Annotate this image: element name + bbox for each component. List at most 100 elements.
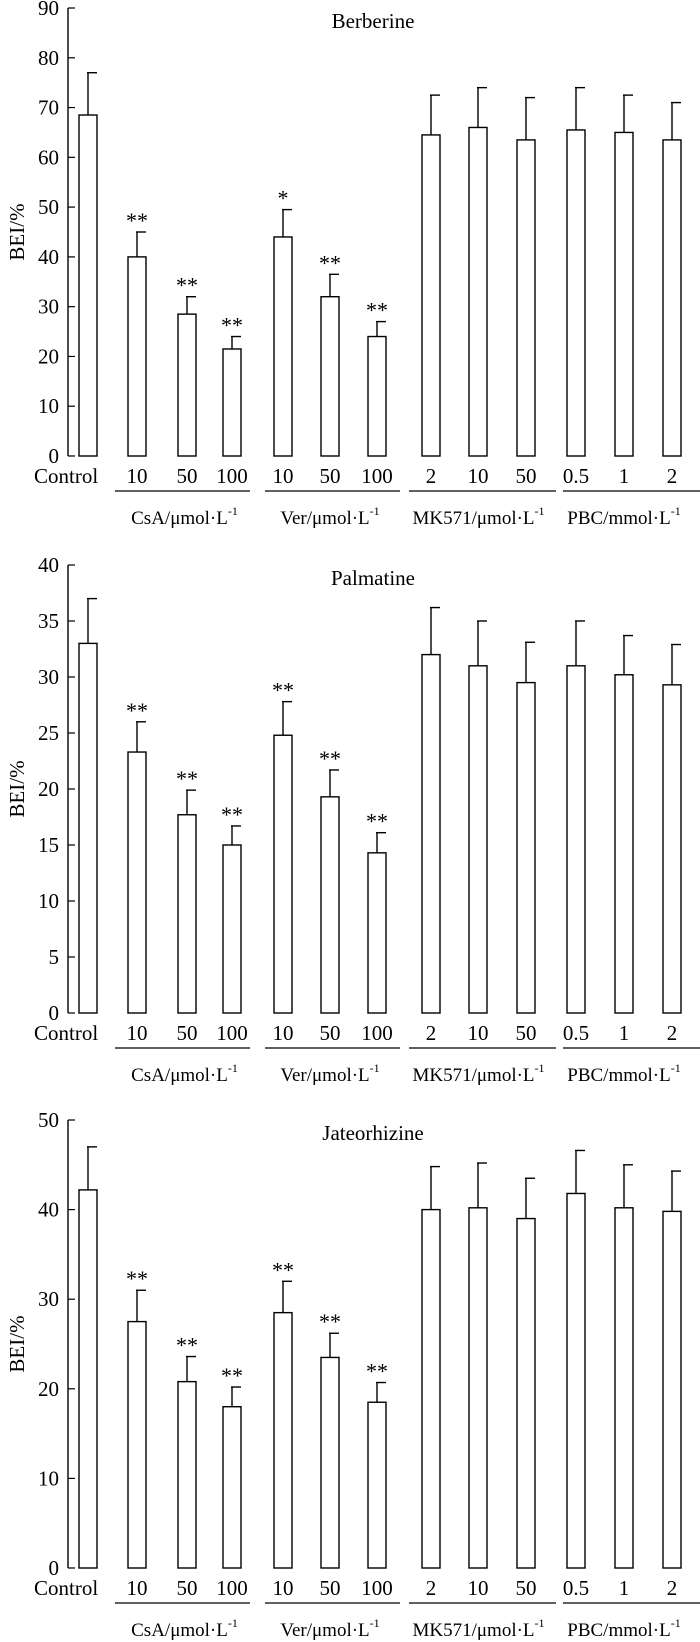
x-tick-label: 2 (667, 1021, 678, 1045)
x-tick-label: 0.5 (563, 1576, 589, 1600)
bar (468, 126, 488, 457)
group-label: Ver/μmol·L-1 (280, 1616, 379, 1641)
group-label-text: Ver/μmol·L (280, 1620, 369, 1641)
group-label: MK571/μmol·L-1 (412, 1061, 544, 1086)
y-tick-label: 0 (49, 444, 60, 468)
bar (273, 236, 293, 457)
bar (273, 734, 293, 1014)
chart-panel-2: 0 5 10 15 20 25 30 35 40 BEI/% Palmatine Control ** 1… (5, 553, 700, 1086)
group-label: PBC/mmol·L-1 (567, 1061, 680, 1086)
group-label-superscript: -1 (671, 1616, 681, 1630)
x-tick-label: 100 (216, 464, 248, 488)
group-label-text: PBC/mmol·L (567, 508, 670, 529)
x-tick-label: 0.5 (563, 464, 589, 488)
y-axis-label: BEI/% (5, 760, 29, 817)
y-tick-label: 90 (38, 0, 59, 20)
chart-title: Palmatine (331, 566, 415, 590)
y-tick-label: 0 (49, 1001, 60, 1025)
bar (367, 852, 387, 1014)
significance-mark: ** (319, 1309, 341, 1334)
y-tick-label: 10 (38, 394, 59, 418)
group-label: PBC/mmol·L-1 (567, 504, 680, 529)
x-tick-label: 10 (127, 464, 148, 488)
significance-mark: ** (126, 208, 148, 233)
group-label: CsA/μmol·L-1 (131, 1616, 238, 1641)
group-label: Ver/μmol·L-1 (280, 504, 379, 529)
y-tick-label: 20 (38, 344, 59, 368)
group-label: MK571/μmol·L-1 (412, 1616, 544, 1641)
group-label: CsA/μmol·L-1 (131, 1061, 238, 1086)
chart-title: Berberine (332, 9, 415, 33)
bar (222, 348, 242, 457)
x-tick-label: 50 (516, 1021, 537, 1045)
x-tick-label: 10 (127, 1576, 148, 1600)
significance-mark: ** (176, 766, 198, 791)
x-tick-label: 50 (320, 1576, 341, 1600)
bar (127, 751, 147, 1014)
bar (421, 653, 441, 1014)
group-label-text: Ver/μmol·L (280, 1065, 369, 1086)
y-tick-label: 10 (38, 889, 59, 913)
bar (566, 1192, 586, 1569)
bar (421, 134, 441, 457)
significance-mark: ** (126, 1266, 148, 1291)
group-label: PBC/mmol·L-1 (567, 1616, 680, 1641)
y-tick-label: 20 (38, 777, 59, 801)
x-tick-label: 50 (320, 1021, 341, 1045)
x-tick-label: 2 (667, 464, 678, 488)
x-tick-label: 10 (468, 464, 489, 488)
x-tick-label: 10 (273, 1021, 294, 1045)
x-tick-label: 2 (426, 1021, 437, 1045)
significance-mark: * (278, 186, 289, 211)
bar (662, 684, 682, 1014)
bar (614, 674, 634, 1014)
bar (177, 1380, 197, 1569)
x-tick-label: 2 (426, 464, 437, 488)
x-tick-label: 100 (216, 1576, 248, 1600)
bar (516, 681, 536, 1014)
x-tick-label: 100 (361, 1576, 393, 1600)
chart-panel-1: 0 10 20 30 40 50 60 70 80 90 BEI/% Berberine Control… (5, 0, 700, 529)
group-label-text: CsA/μmol·L (131, 1620, 228, 1641)
x-tick-label: 100 (361, 464, 393, 488)
y-tick-label: 50 (38, 1108, 59, 1132)
x-tick-label: 1 (619, 1021, 630, 1045)
group-label: Ver/μmol·L-1 (280, 1061, 379, 1086)
group-label-superscript: -1 (671, 504, 681, 518)
bar (78, 642, 98, 1014)
bar (566, 129, 586, 457)
group-label: MK571/μmol·L-1 (412, 504, 544, 529)
group-label-superscript: -1 (671, 1061, 681, 1075)
y-tick-label: 35 (38, 609, 59, 633)
significance-mark: ** (272, 1257, 294, 1282)
significance-mark: ** (319, 746, 341, 771)
x-tick-label: Control (34, 1576, 98, 1600)
group-label-superscript: -1 (535, 1061, 545, 1075)
group-label-superscript: -1 (535, 504, 545, 518)
group-label-superscript: -1 (228, 1061, 238, 1075)
bar (566, 665, 586, 1014)
x-tick-label: 50 (177, 1576, 198, 1600)
group-label-text: CsA/μmol·L (131, 508, 228, 529)
group-label-superscript: -1 (535, 1616, 545, 1630)
y-tick-label: 15 (38, 833, 59, 857)
bar (320, 796, 340, 1014)
y-tick-label: 60 (38, 145, 59, 169)
y-axis-label: BEI/% (5, 203, 29, 260)
group-label-text: MK571/μmol·L (412, 1065, 534, 1086)
x-tick-label: 50 (177, 464, 198, 488)
x-tick-label: 10 (273, 464, 294, 488)
bar (662, 139, 682, 457)
significance-mark: ** (366, 1359, 388, 1384)
group-label-text: Ver/μmol·L (280, 508, 369, 529)
bar (367, 1401, 387, 1569)
bar (78, 1189, 98, 1569)
y-tick-label: 20 (38, 1377, 59, 1401)
x-tick-label: 1 (619, 464, 630, 488)
significance-mark: ** (221, 313, 243, 338)
bar (516, 139, 536, 457)
bar (662, 1210, 682, 1569)
group-label-superscript: -1 (228, 504, 238, 518)
significance-mark: ** (319, 250, 341, 275)
